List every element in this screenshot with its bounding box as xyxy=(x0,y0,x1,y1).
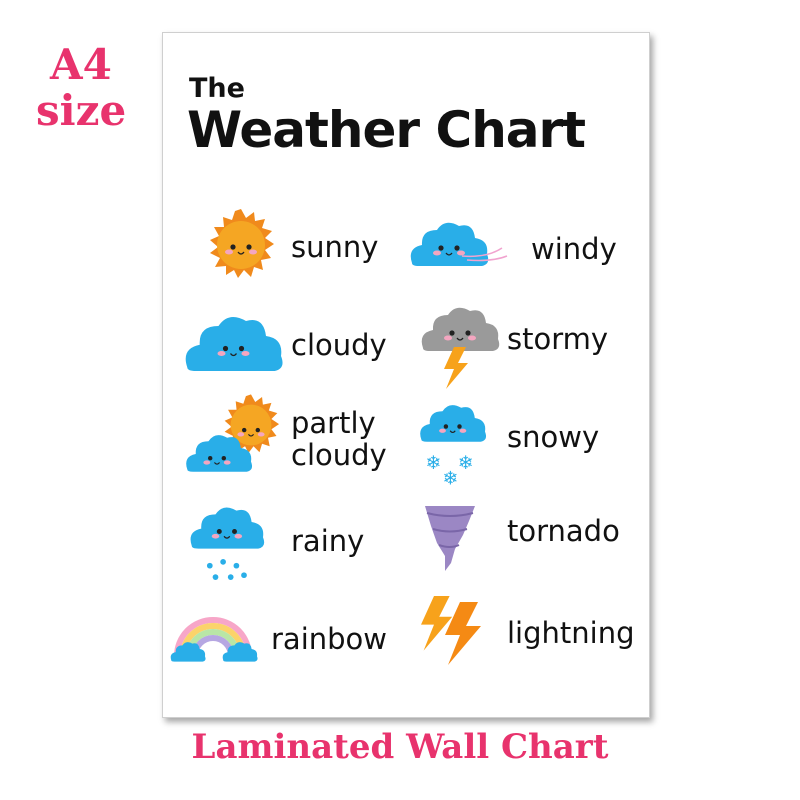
label-partly: partly xyxy=(291,406,376,440)
label-rainy: rainy xyxy=(291,524,365,558)
label-windy: windy xyxy=(531,232,617,266)
storm-cloud-icon xyxy=(421,307,500,389)
svg-text:❄: ❄ xyxy=(458,453,474,474)
label-sunny: sunny xyxy=(291,230,379,264)
label-tornado: tornado xyxy=(507,514,620,548)
a4-label: A4 xyxy=(50,40,112,89)
label-rainbow: rainbow xyxy=(271,622,387,656)
sun-icon xyxy=(210,209,274,278)
title-the: The xyxy=(189,73,245,104)
svg-text:❄: ❄ xyxy=(426,453,442,474)
lightning-icon xyxy=(421,596,481,665)
icon-layer: ❄ ❄❄ xyxy=(170,209,508,665)
label-cloudy: cloudy xyxy=(291,328,387,362)
laminated-wall-chart-caption: Laminated Wall Chart xyxy=(191,727,609,767)
tornado-icon xyxy=(425,506,475,571)
size-label: size xyxy=(36,86,127,135)
cloud-icon xyxy=(185,317,283,371)
label-partly-cloudy: cloudy xyxy=(291,438,387,472)
partly-cloudy-icon xyxy=(186,394,280,472)
rainbow-icon xyxy=(170,617,258,662)
windy-cloud-icon xyxy=(410,222,508,266)
page-title: Weather Chart xyxy=(187,101,586,159)
rain-cloud-icon xyxy=(190,507,265,580)
label-lightning: lightning xyxy=(507,616,635,650)
label-snowy: snowy xyxy=(507,420,600,454)
svg-text:❄: ❄ xyxy=(443,468,459,489)
label-stormy: stormy xyxy=(507,322,609,356)
snow-cloud-icon: ❄ ❄❄ xyxy=(420,405,487,489)
weather-chart-poster: The Weather Chart xyxy=(162,32,650,718)
